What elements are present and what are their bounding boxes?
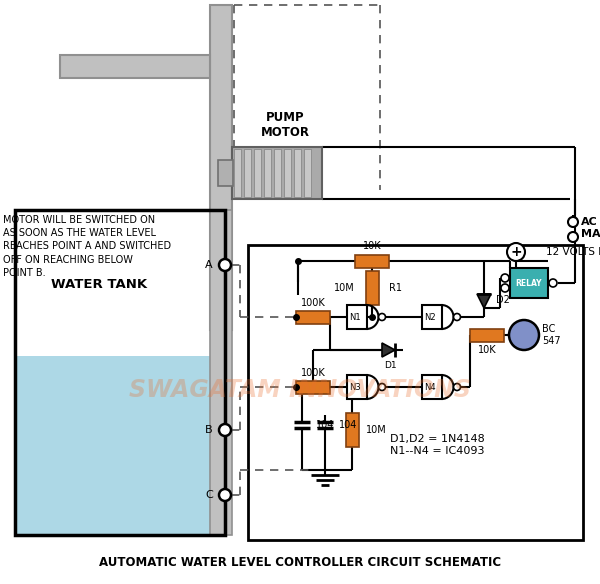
Bar: [274, 149, 281, 197]
Text: 104: 104: [316, 420, 334, 430]
Bar: [422, 305, 442, 329]
Text: D2: D2: [496, 295, 510, 305]
Text: N1: N1: [349, 312, 361, 322]
Bar: [304, 149, 311, 197]
Circle shape: [454, 384, 461, 391]
Text: N3: N3: [349, 383, 361, 391]
Bar: [365, 271, 379, 305]
Text: RELAY: RELAY: [516, 279, 542, 287]
Bar: [296, 311, 330, 324]
Text: D1,D2 = 1N4148
N1--N4 = IC4093: D1,D2 = 1N4148 N1--N4 = IC4093: [390, 434, 485, 456]
Circle shape: [507, 243, 525, 261]
Circle shape: [219, 424, 231, 436]
Bar: [510, 268, 548, 298]
Text: PUMP
MOTOR: PUMP MOTOR: [260, 111, 310, 139]
Text: 100K: 100K: [301, 298, 325, 308]
Bar: [248, 245, 583, 540]
Text: 100K: 100K: [301, 368, 325, 378]
Text: C: C: [205, 490, 213, 500]
Text: 104: 104: [339, 420, 358, 430]
Text: D1: D1: [383, 361, 397, 370]
Text: 12 VOLTS DC: 12 VOLTS DC: [546, 247, 600, 257]
Circle shape: [454, 314, 461, 321]
Bar: [254, 149, 260, 197]
Bar: [244, 149, 251, 197]
Bar: [293, 149, 301, 197]
Circle shape: [379, 384, 386, 391]
Text: 10M: 10M: [334, 283, 355, 293]
Bar: [347, 375, 367, 399]
Polygon shape: [382, 343, 395, 357]
Text: A: A: [205, 260, 213, 270]
Bar: [17, 356, 223, 535]
Bar: [232, 147, 322, 199]
Text: BC
547: BC 547: [542, 324, 560, 346]
Text: MOTOR WILL BE SWITCHED ON
AS SOON AS THE WATER LEVEL
REACHES POINT A AND SWITCHE: MOTOR WILL BE SWITCHED ON AS SOON AS THE…: [3, 215, 171, 278]
Bar: [210, 210, 232, 535]
Text: B: B: [205, 425, 213, 435]
Circle shape: [568, 217, 578, 227]
Text: WATER TANK: WATER TANK: [51, 279, 147, 291]
Text: 10K: 10K: [478, 345, 496, 355]
Bar: [470, 328, 504, 342]
Circle shape: [549, 279, 557, 287]
Bar: [284, 149, 290, 197]
Bar: [355, 255, 389, 267]
Circle shape: [219, 259, 231, 271]
Bar: [422, 375, 442, 399]
Bar: [60, 55, 210, 78]
Bar: [346, 413, 359, 447]
Polygon shape: [477, 294, 491, 308]
Circle shape: [568, 232, 578, 242]
Text: N4: N4: [424, 383, 436, 391]
Text: SWAGATAM INNOVATIONS: SWAGATAM INNOVATIONS: [129, 378, 471, 402]
Text: 10K: 10K: [362, 241, 382, 251]
Bar: [263, 149, 271, 197]
Text: 10M: 10M: [366, 425, 387, 435]
Bar: [347, 305, 367, 329]
Circle shape: [379, 314, 386, 321]
Text: R1: R1: [389, 283, 402, 293]
Text: +: +: [510, 245, 522, 259]
Text: N2: N2: [424, 312, 436, 322]
Text: AUTOMATIC WATER LEVEL CONTROLLER CIRCUIT SCHEMATIC: AUTOMATIC WATER LEVEL CONTROLLER CIRCUIT…: [99, 557, 501, 569]
Bar: [296, 381, 330, 394]
Circle shape: [501, 284, 509, 292]
Circle shape: [509, 320, 539, 350]
Circle shape: [219, 489, 231, 501]
Bar: [233, 149, 241, 197]
Circle shape: [501, 274, 509, 282]
Bar: [15, 210, 225, 535]
Text: AC
MAINS: AC MAINS: [581, 217, 600, 239]
Bar: [218, 160, 233, 186]
Bar: [210, 5, 232, 330]
